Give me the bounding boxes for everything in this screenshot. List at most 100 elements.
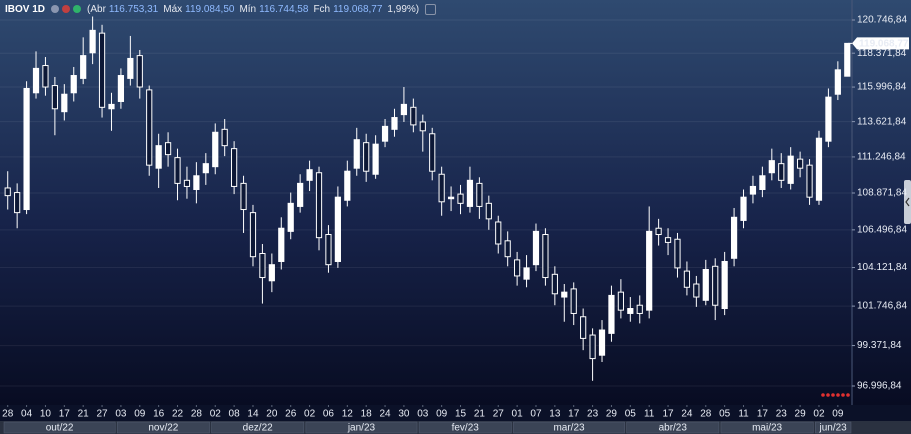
- candle-body: [231, 148, 238, 187]
- candle-body: [70, 75, 77, 94]
- x-tick-label: 23: [776, 409, 788, 420]
- x-tick-label: 20: [266, 409, 278, 420]
- x-tick-label: 09: [134, 409, 146, 420]
- last-price-label: 119.068,77: [859, 39, 909, 50]
- candle-body: [344, 170, 351, 201]
- x-tick-label: 06: [323, 409, 335, 420]
- x-tick-label: 08: [229, 409, 241, 420]
- status-dots: [821, 393, 850, 397]
- field-label: Máx: [163, 3, 183, 15]
- field-label: (Abr: [87, 3, 106, 15]
- icon: [51, 5, 60, 13]
- candle-body: [664, 237, 672, 243]
- candle-body: [778, 163, 785, 181]
- candle-body: [287, 202, 294, 232]
- x-tick-label: 01: [512, 409, 524, 420]
- y-tick-label: 101.746,84: [857, 301, 907, 312]
- icon: [73, 5, 82, 13]
- x-tick-label: 23: [587, 409, 599, 420]
- candle-body: [363, 142, 370, 172]
- x-tick-label: 15: [455, 409, 467, 420]
- x-tick-label: 17: [568, 409, 580, 420]
- candle-body: [297, 182, 304, 207]
- x-tick-label: 13: [549, 409, 561, 420]
- x-tick-label: 24: [379, 409, 391, 420]
- ohlc-fields: (Abr 116.753,31 Máx 119.084,50 Mín 116.744,58…: [87, 4, 384, 15]
- candle-body: [240, 182, 247, 211]
- field-value: 116.753,31: [108, 3, 159, 15]
- candle-body: [532, 230, 540, 266]
- month-label: jun/23: [819, 423, 848, 434]
- x-tick-label: 02: [210, 409, 222, 420]
- candle-body: [617, 291, 624, 311]
- candle-body: [759, 175, 766, 190]
- candle-body: [164, 142, 172, 156]
- candle-body: [683, 270, 691, 288]
- candle-body: [646, 230, 653, 311]
- month-label: mai/23: [752, 423, 782, 434]
- month-label: abr/23: [659, 423, 688, 434]
- month-cell: [3, 421, 116, 434]
- y-tick-label: 111.246,84: [857, 152, 906, 163]
- candle-body: [815, 137, 823, 201]
- y-tick-label: 120.746,84: [857, 15, 907, 26]
- candle-body: [306, 169, 313, 181]
- candle-body: [4, 187, 11, 197]
- candle-body: [589, 334, 596, 360]
- x-tick-label: 09: [832, 409, 844, 420]
- date-axis: [0, 405, 911, 421]
- candle-body: [372, 143, 379, 175]
- add-button[interactable]: [425, 3, 437, 15]
- candle-body: [315, 172, 323, 239]
- candle-body: [825, 96, 832, 142]
- candle-body: [627, 308, 634, 314]
- x-tick-label: 28: [700, 409, 712, 420]
- candle-body: [117, 75, 125, 102]
- candle-body: [146, 89, 153, 166]
- candle-body: [636, 304, 643, 314]
- candle-body: [32, 67, 40, 94]
- candle-body: [183, 179, 191, 187]
- y-tick-label: 118.371,84: [857, 48, 907, 59]
- month-label: fev/23: [452, 423, 480, 434]
- candle-body: [457, 193, 464, 204]
- field-label: Fch: [313, 3, 331, 15]
- candle-body: [504, 240, 511, 258]
- candle-body: [608, 294, 615, 334]
- candle-body: [749, 185, 757, 195]
- month-cell: [116, 421, 210, 434]
- x-tick-label: 29: [606, 409, 618, 420]
- chart-header: IBOV 1D (Abr 116.753,31 Máx 119.084,50 Mín 11…: [5, 2, 437, 16]
- month-label: mar/23: [553, 423, 585, 434]
- side-tab[interactable]: [904, 180, 911, 224]
- candle-body: [259, 253, 266, 279]
- candle-body: [61, 93, 68, 113]
- month-cell: [305, 421, 418, 434]
- candle-body: [193, 175, 200, 190]
- candle-body: [561, 291, 568, 298]
- candle-body: [466, 179, 474, 207]
- candle-body: [797, 158, 804, 169]
- y-tick-label: 99.371,84: [857, 340, 902, 351]
- candle-body: [212, 131, 219, 168]
- month-label: dez/22: [243, 423, 273, 434]
- x-tick-label: 10: [40, 409, 52, 420]
- month-cell: [211, 421, 305, 434]
- candle-body: [495, 221, 502, 245]
- y-tick-label: 113.621,84: [857, 116, 907, 127]
- x-tick-label: 27: [96, 409, 108, 420]
- candle-body: [523, 267, 530, 280]
- candle-body: [740, 196, 747, 221]
- y-tick-label: 115.996,84: [857, 82, 907, 93]
- candle-body: [674, 238, 681, 269]
- candle-body: [98, 32, 106, 108]
- x-tick-label: 05: [625, 409, 637, 420]
- candle-body: [249, 212, 257, 258]
- x-tick-label: 04: [21, 409, 33, 420]
- candle-body: [221, 128, 228, 147]
- month-label: out/22: [46, 423, 74, 434]
- x-tick-label: 03: [115, 409, 127, 420]
- candle-body: [476, 182, 483, 207]
